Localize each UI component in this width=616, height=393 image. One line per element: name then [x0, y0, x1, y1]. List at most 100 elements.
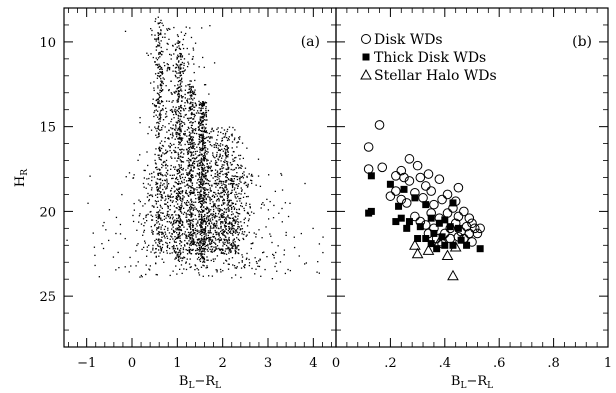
scatter-point	[164, 237, 166, 239]
scatter-point	[231, 227, 233, 229]
scatter-point	[170, 152, 173, 154]
scatter-point	[166, 178, 168, 180]
scatter-point	[221, 229, 223, 231]
scatter-point	[191, 191, 193, 193]
scatter-point	[166, 42, 168, 45]
scatter-point	[225, 180, 228, 182]
scatter-point	[216, 255, 219, 257]
scatter-point	[153, 206, 155, 208]
thick-disk-wd-point	[392, 218, 400, 226]
scatter-point	[192, 139, 194, 141]
scatter-point	[240, 202, 243, 204]
scatter-point	[161, 70, 164, 73]
scatter-point	[186, 151, 189, 153]
scatter-point	[238, 183, 240, 185]
scatter-point	[219, 175, 221, 178]
scatter-point	[178, 112, 181, 114]
scatter-point	[160, 193, 163, 196]
scatter-point	[158, 214, 160, 216]
panel-label: (b)	[572, 34, 592, 50]
scatter-point	[149, 194, 152, 196]
scatter-point	[186, 204, 189, 207]
scatter-point	[102, 225, 104, 227]
scatter-point	[155, 183, 157, 186]
scatter-point	[156, 187, 158, 189]
scatter-point	[190, 193, 192, 195]
scatter-point	[172, 247, 175, 249]
scatter-point	[199, 110, 202, 112]
scatter-point	[192, 47, 194, 49]
scatter-point	[156, 186, 158, 188]
scatter-point	[219, 236, 221, 239]
scatter-point	[201, 230, 203, 233]
scatter-point	[160, 100, 163, 102]
scatter-point	[195, 132, 198, 135]
scatter-point	[180, 210, 182, 213]
scatter-point	[222, 249, 224, 251]
scatter-point	[227, 229, 230, 232]
scatter-point	[165, 85, 167, 87]
scatter-point	[177, 224, 180, 227]
scatter-point	[201, 177, 203, 179]
scatter-point	[150, 251, 152, 253]
scatter-point	[236, 266, 238, 268]
scatter-point	[190, 113, 192, 115]
scatter-point	[193, 113, 196, 116]
scatter-point	[241, 189, 243, 191]
scatter-point	[228, 250, 231, 252]
scatter-point	[157, 85, 159, 87]
scatter-point	[222, 228, 224, 231]
scatter-point	[202, 124, 204, 126]
scatter-point	[204, 145, 206, 147]
scatter-point	[186, 249, 189, 252]
scatter-point	[144, 203, 146, 205]
scatter-point	[187, 153, 189, 155]
scatter-point	[202, 136, 204, 139]
scatter-point	[179, 235, 181, 237]
scatter-point	[161, 84, 163, 87]
scatter-point	[227, 195, 229, 197]
scatter-point	[230, 214, 233, 216]
scatter-point	[155, 114, 157, 116]
scatter-point	[190, 132, 192, 134]
scatter-point	[269, 233, 271, 235]
scatter-point	[171, 137, 173, 139]
scatter-point	[187, 194, 189, 197]
scatter-point	[201, 161, 203, 163]
scatter-point	[234, 241, 236, 243]
scatter-point	[190, 212, 192, 215]
scatter-point	[195, 218, 197, 220]
disk-wd-point	[399, 172, 409, 183]
scatter-point	[199, 241, 201, 243]
scatter-point	[204, 166, 206, 169]
scatter-point	[156, 211, 158, 214]
scatter-point	[210, 246, 212, 248]
scatter-point	[221, 184, 223, 186]
scatter-point	[160, 83, 162, 85]
scatter-point	[214, 182, 217, 185]
scatter-point	[166, 201, 169, 204]
scatter-point	[137, 243, 139, 245]
scatter-point	[226, 239, 228, 241]
scatter-point	[179, 118, 181, 120]
scatter-point	[190, 36, 193, 39]
scatter-point	[217, 158, 219, 160]
scatter-point	[180, 64, 182, 66]
scatter-point	[240, 225, 243, 227]
scatter-point	[158, 215, 161, 217]
scatter-point	[202, 238, 204, 240]
scatter-point	[202, 107, 204, 109]
scatter-point	[209, 198, 211, 200]
scatter-point	[235, 184, 237, 186]
scatter-point	[155, 181, 157, 184]
scatter-point	[210, 165, 212, 167]
scatter-point	[200, 122, 203, 124]
scatter-point	[171, 128, 173, 130]
scatter-point	[224, 217, 227, 219]
scatter-point	[150, 28, 152, 30]
scatter-point	[165, 241, 167, 244]
scatter-point	[231, 277, 233, 279]
scatter-point	[177, 168, 179, 171]
scatter-point	[204, 194, 207, 196]
scatter-point	[187, 180, 190, 182]
